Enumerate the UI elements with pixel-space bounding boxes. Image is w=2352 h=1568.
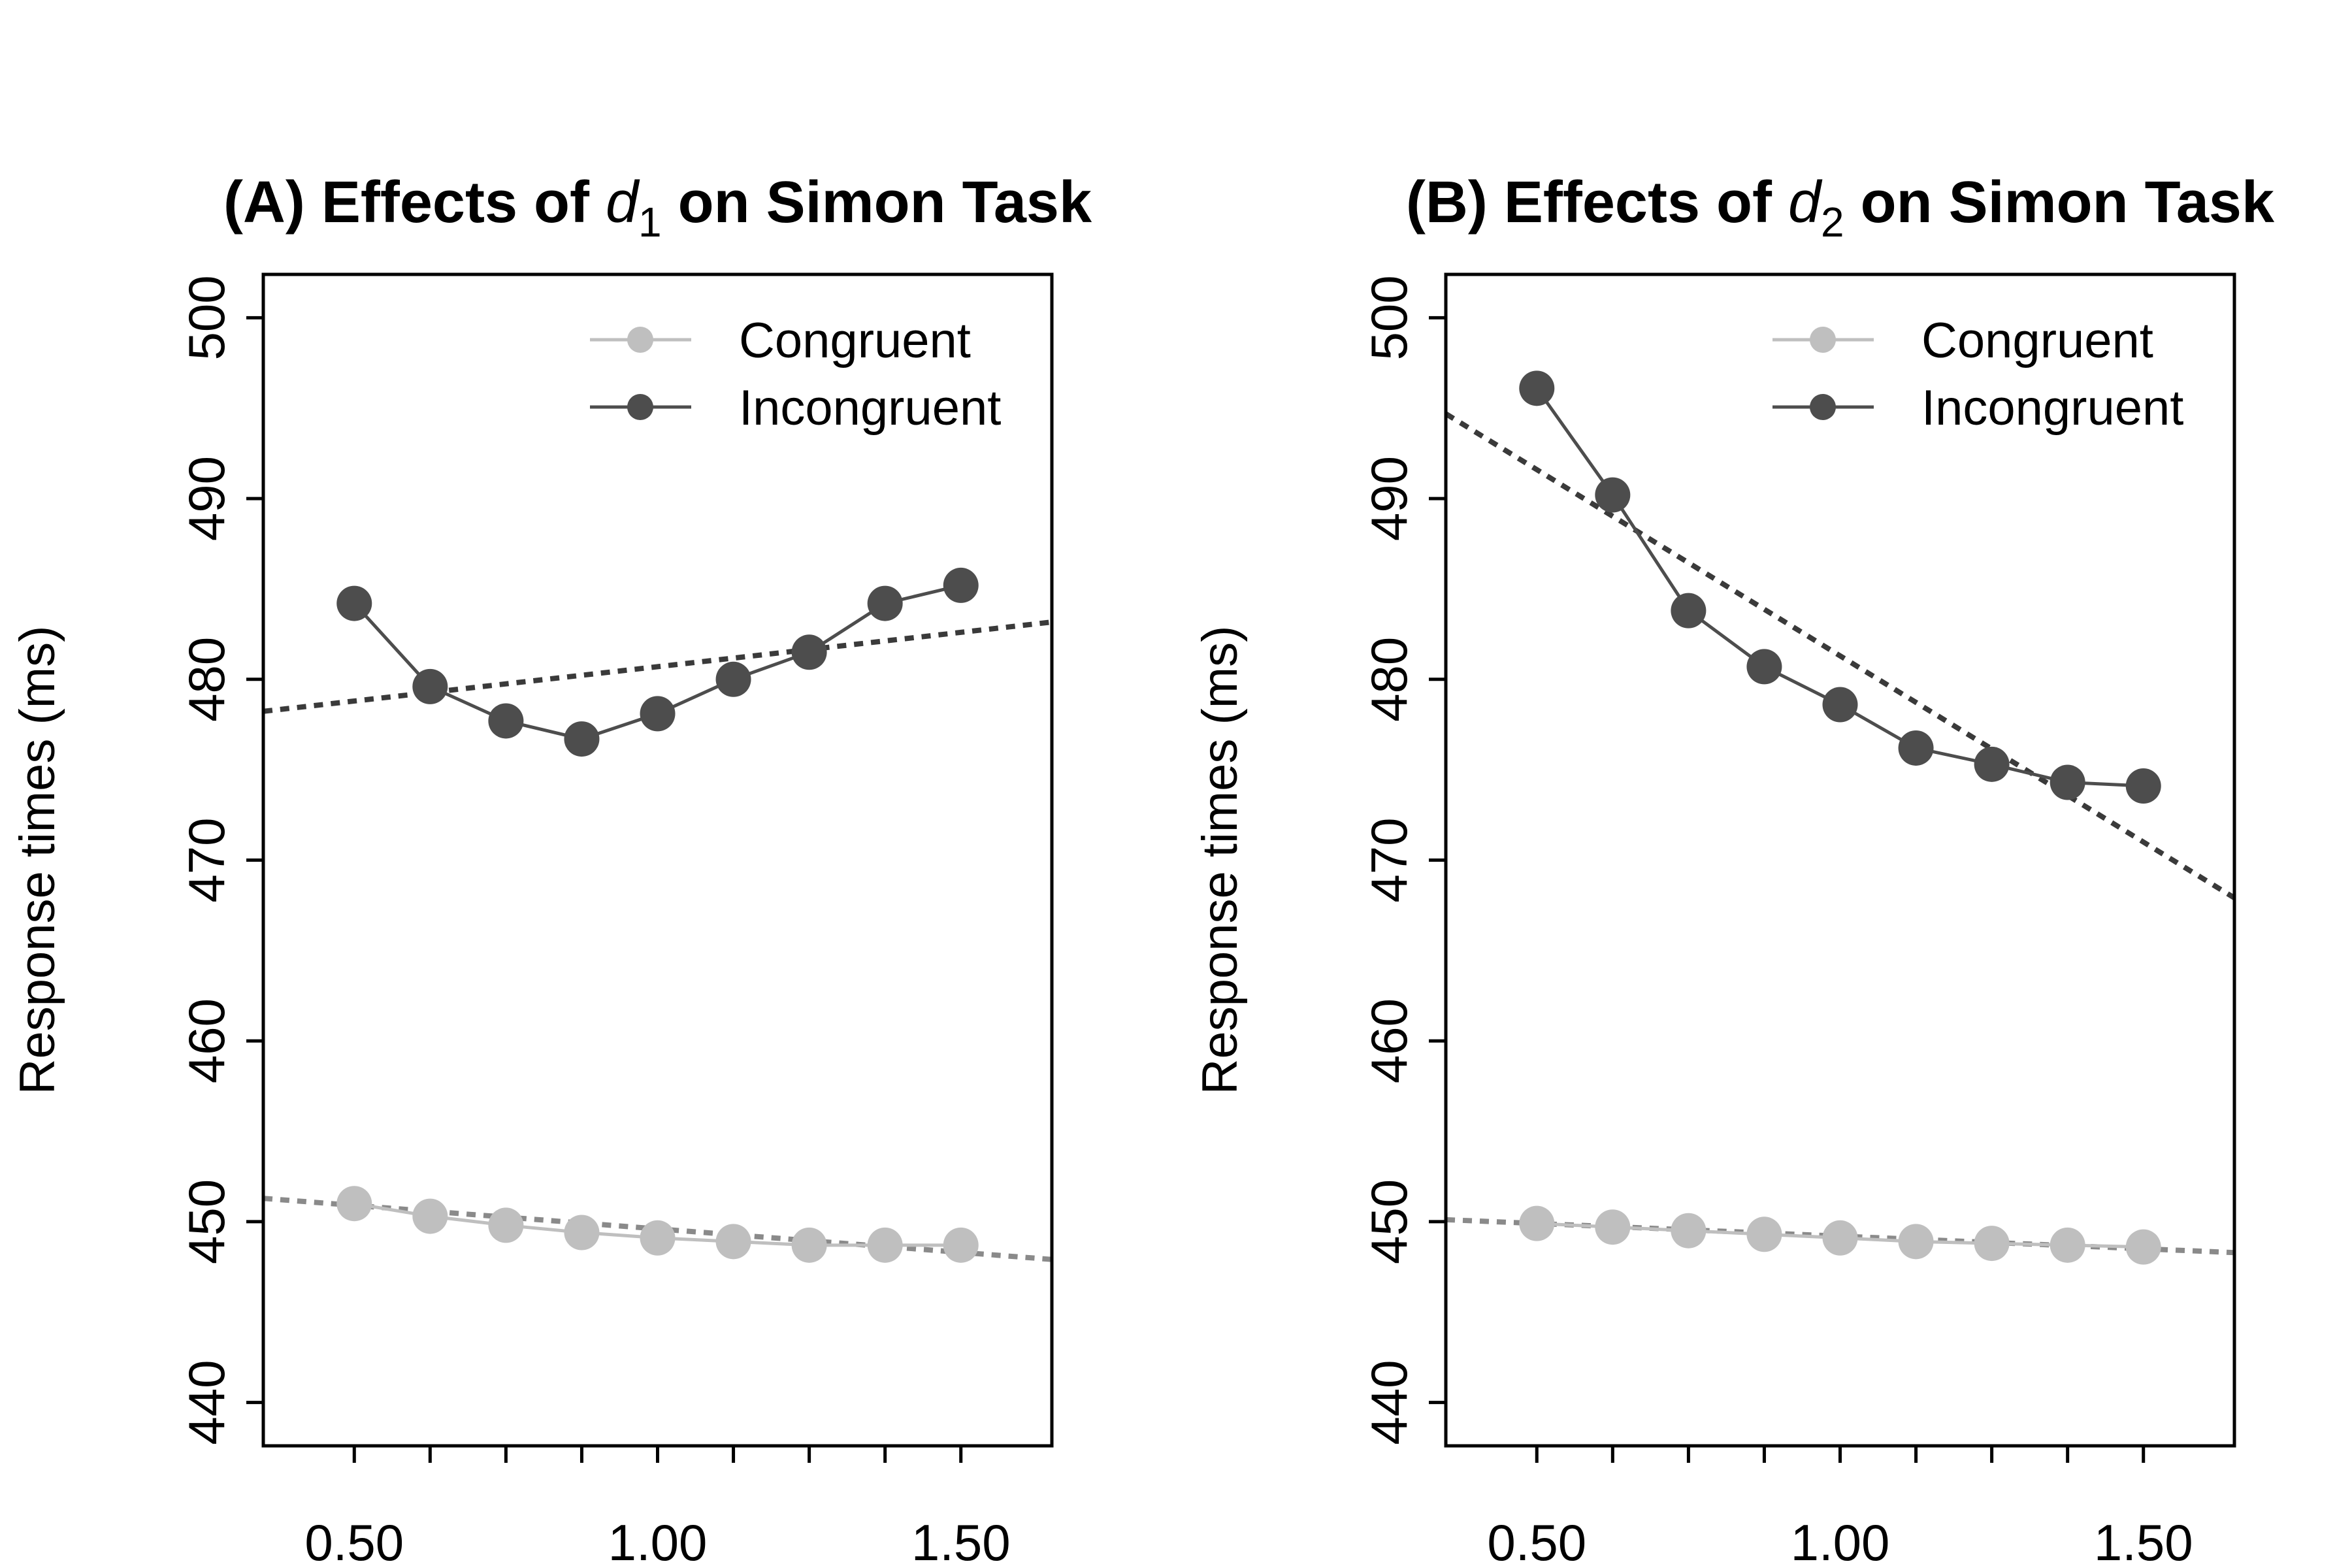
legend: Congruent Incongruent (1772, 313, 2183, 436)
y-tick-label: 440 (1360, 1360, 1418, 1445)
plot-area (1446, 370, 2234, 1265)
chart-title-variable: d (1788, 170, 1823, 235)
data-point-incongruent (867, 585, 903, 621)
plot-area (263, 567, 1052, 1263)
x-tick-label: 1.50 (911, 1514, 1011, 1568)
data-point-incongruent (791, 634, 827, 670)
data-point-congruent (2050, 1227, 2085, 1263)
y-tick-label: 470 (178, 817, 235, 902)
chart-title-subscript: 1 (638, 199, 662, 246)
data-point-congruent (715, 1224, 751, 1260)
chart-panel-0: (A) Effects of d1 on Simon Task 0.50 1.00 1… (10, 170, 1092, 1568)
data-point-incongruent (2050, 764, 2085, 800)
legend-marker-incongruent (627, 394, 653, 420)
data-point-congruent (640, 1220, 676, 1256)
data-point-incongruent (1898, 730, 1934, 766)
legend: Congruent Incongruent (590, 313, 1001, 436)
chart-title-prefix: (B) Effects of (1406, 170, 1788, 235)
chart-title-subscript: 2 (1821, 199, 1844, 246)
trend-line-incongruent (1446, 411, 2234, 900)
chart-title-suffix: on Simon Task (1844, 170, 2275, 235)
data-point-incongruent (1671, 593, 1707, 629)
y-tick-label: 460 (1360, 998, 1418, 1083)
data-point-incongruent (640, 696, 676, 732)
chart-panel-1: (B) Effects of d2 on Simon Task 0.50 1.00 1… (1192, 170, 2275, 1568)
data-point-incongruent (2125, 768, 2161, 804)
x-tick-label: 1.00 (608, 1514, 708, 1568)
y-tick-label: 460 (178, 998, 235, 1083)
legend-label-incongruent: Incongruent (1921, 380, 2183, 436)
data-point-incongruent (943, 567, 979, 603)
data-point-congruent (1974, 1226, 2010, 1262)
data-point-congruent (867, 1227, 903, 1263)
y-axis-label: Response times (ms) (1192, 626, 1248, 1095)
chart-title: (A) Effects of d1 on Simon Task (223, 170, 1092, 246)
legend-label-incongruent: Incongruent (739, 380, 1001, 436)
chart-title-variable: d (606, 170, 640, 235)
data-point-incongruent (412, 668, 448, 704)
legend-marker-incongruent (1810, 394, 1836, 420)
y-tick-label: 480 (1360, 637, 1418, 722)
legend-marker-congruent (1810, 327, 1836, 353)
legend-marker-congruent (627, 327, 653, 353)
data-point-congruent (1671, 1213, 1707, 1249)
x-tick-label: 0.50 (1487, 1514, 1586, 1568)
y-tick-label: 470 (1360, 817, 1418, 902)
x-tick-label: 1.50 (2094, 1514, 2193, 1568)
data-point-congruent (336, 1186, 372, 1222)
x-tick-label: 1.00 (1791, 1514, 1890, 1568)
chart-title-suffix: on Simon Task (662, 170, 1092, 235)
data-point-congruent (1746, 1217, 1782, 1252)
data-point-incongruent (488, 703, 524, 739)
legend-label-congruent: Congruent (739, 313, 971, 368)
data-point-incongruent (1595, 477, 1631, 513)
y-tick-label: 480 (178, 637, 235, 722)
data-point-incongruent (336, 585, 372, 621)
y-tick-label: 450 (1360, 1179, 1418, 1264)
y-tick-label: 490 (178, 456, 235, 541)
y-axis-label: Response times (ms) (10, 626, 65, 1095)
data-point-incongruent (1746, 649, 1782, 685)
data-point-congruent (2125, 1229, 2161, 1265)
data-point-incongruent (1519, 370, 1555, 406)
data-point-congruent (1595, 1209, 1631, 1245)
y-tick-label: 450 (178, 1179, 235, 1264)
data-point-congruent (943, 1227, 979, 1263)
data-point-incongruent (1974, 746, 2010, 782)
trend-line-incongruent (263, 619, 1052, 714)
data-point-incongruent (1822, 687, 1858, 723)
data-point-congruent (488, 1207, 524, 1243)
y-tick-label: 500 (178, 275, 235, 360)
y-tick-label: 490 (1360, 456, 1418, 541)
chart-title-prefix: (A) Effects of (223, 170, 606, 235)
data-point-congruent (791, 1227, 827, 1263)
chart-title: (B) Effects of d2 on Simon Task (1406, 170, 2275, 246)
data-point-incongruent (564, 721, 600, 757)
data-point-congruent (1822, 1220, 1858, 1256)
data-point-incongruent (715, 661, 751, 697)
x-tick-label: 0.50 (304, 1514, 404, 1568)
y-tick-label: 500 (1360, 275, 1418, 360)
legend-label-congruent: Congruent (1921, 313, 2153, 368)
data-point-congruent (1898, 1224, 1934, 1260)
data-point-congruent (1519, 1205, 1555, 1241)
data-point-congruent (564, 1215, 600, 1250)
data-point-congruent (412, 1198, 448, 1234)
y-tick-label: 440 (178, 1360, 235, 1445)
